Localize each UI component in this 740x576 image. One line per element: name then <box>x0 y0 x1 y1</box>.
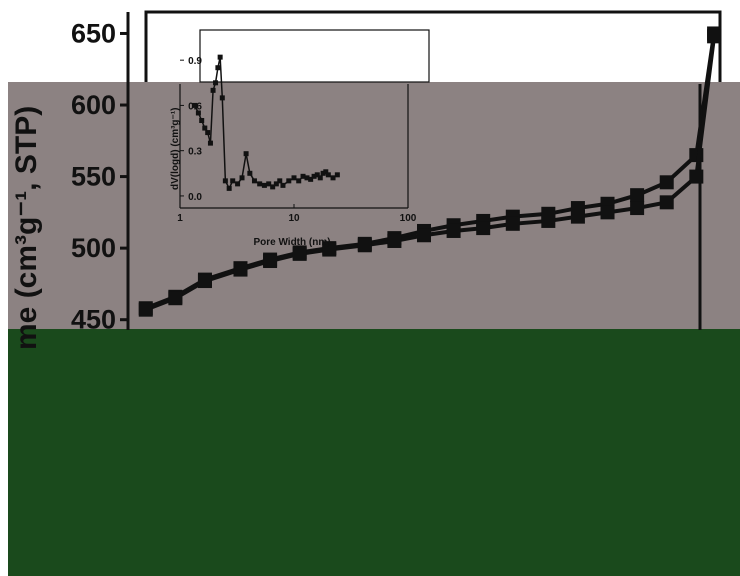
inset-series-point <box>314 172 320 178</box>
inset-series-point <box>202 125 208 131</box>
inset-series-point <box>273 181 279 187</box>
inset-series-point <box>334 172 340 178</box>
inset-series-point <box>300 173 306 179</box>
main-series-point <box>197 274 212 289</box>
main-series-point <box>707 29 722 44</box>
inset-series-point <box>195 110 201 116</box>
main-series-point <box>541 213 556 228</box>
inset-series-point <box>286 178 292 184</box>
inset-series-point <box>261 182 267 188</box>
main-series-point <box>570 209 585 224</box>
main-series-point <box>630 201 645 216</box>
inset-y-axis-label: dV(logd) (cm³g⁻¹) <box>170 108 181 190</box>
main-y-tick-label: 600 <box>71 90 116 120</box>
inset-series-point <box>325 172 331 178</box>
main-series-point <box>600 205 615 220</box>
main-y-tick-label: 500 <box>71 233 116 263</box>
inset-series-point <box>217 54 223 60</box>
main-series-point <box>446 223 461 238</box>
main-series-group <box>138 26 722 317</box>
main-y-tick-label: 450 <box>71 305 116 335</box>
inset-series-point <box>207 140 213 146</box>
inset-series-point <box>230 178 236 184</box>
main-series-point <box>322 242 337 257</box>
inset-series-point <box>219 95 225 101</box>
inset-series-point <box>291 175 297 181</box>
main-series-point <box>505 216 520 231</box>
inset-series-point <box>296 178 302 184</box>
inset-series-point <box>308 176 314 182</box>
inset-series-point <box>323 169 329 175</box>
inset-x-axis-label: Pore Width (nm) <box>253 237 330 248</box>
inset-series-point <box>243 151 249 157</box>
main-series-point <box>630 188 645 203</box>
inset-series-point <box>210 87 216 93</box>
inset-series-point <box>270 184 276 190</box>
inset-y-tick-label: 0.9 <box>188 56 202 67</box>
inset-series-point <box>199 118 205 124</box>
inset-x-tick-label: 10 <box>288 213 300 224</box>
inset-series-point <box>280 182 286 188</box>
inset-series-group <box>192 54 340 191</box>
inset-series-point <box>222 178 228 184</box>
inset-series-point <box>192 102 198 108</box>
inset-series-point <box>320 170 326 176</box>
inset-series-point <box>304 175 310 181</box>
main-series-point <box>357 238 372 253</box>
main-series-point <box>476 221 491 236</box>
inset-series-point <box>205 130 211 136</box>
inset-series-point <box>317 175 323 181</box>
green-band <box>8 329 740 576</box>
inset-series-point <box>239 175 245 181</box>
main-series-point <box>233 262 248 277</box>
grey-band <box>8 82 740 332</box>
inset-y-tick-label: 0.3 <box>188 147 202 158</box>
inset-series-point <box>257 181 263 187</box>
inset-series-point <box>215 65 221 71</box>
main-series-point <box>138 302 153 317</box>
main-y-tick-label: 650 <box>71 18 116 48</box>
inset-series-point <box>266 181 272 187</box>
main-series-point <box>659 175 674 190</box>
inset-series-point <box>330 175 336 181</box>
inset-x-tick-label: 1 <box>177 213 183 224</box>
main-series-point <box>659 195 674 210</box>
inset-series-point <box>235 181 241 187</box>
inset-series-point <box>277 178 283 184</box>
inset-y-tick-label: 0.0 <box>188 192 202 203</box>
main-series-point <box>417 228 431 243</box>
inset-series-point <box>247 170 253 176</box>
inset-series-point <box>213 80 219 86</box>
main-y-tick-label: 550 <box>71 162 116 192</box>
inset-series-point <box>226 185 232 191</box>
main-series-point <box>387 233 402 248</box>
main-y-ticks: 450 500 550 600 650 <box>71 18 128 335</box>
inset-x-tick-label: 100 <box>400 213 417 224</box>
main-series-point <box>168 291 183 306</box>
inset-series-point <box>251 178 257 184</box>
main-series-point <box>689 169 704 184</box>
main-series-point <box>263 254 278 269</box>
inset-series-point <box>311 173 317 179</box>
inset-frame <box>199 29 430 83</box>
main-series-point <box>292 246 307 261</box>
main-y-axis-label: me (cm³g⁻¹, STP) <box>10 106 43 350</box>
